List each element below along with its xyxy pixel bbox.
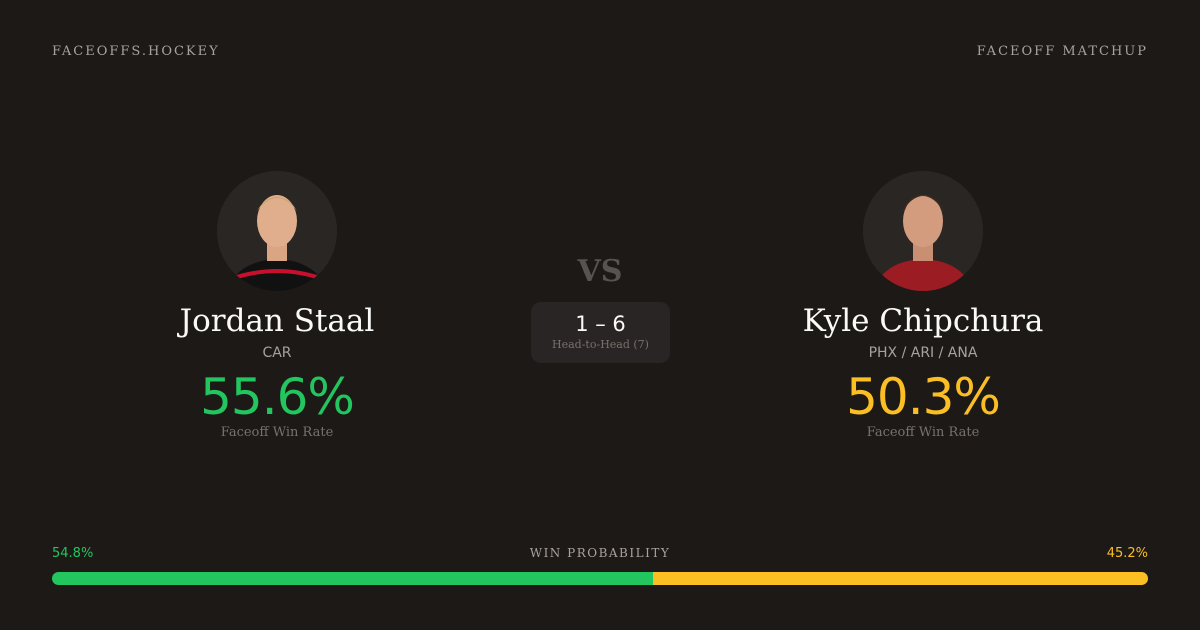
right-win-probability: 45.2% <box>1106 546 1148 561</box>
win-probability-bar <box>52 572 1148 585</box>
right-probability-fill <box>652 572 1148 585</box>
head-to-head-label: Head-to-Head (7) <box>552 338 649 351</box>
page-title: FACEOFF MATCHUP <box>976 44 1148 59</box>
left-player: Jordan Staal CAR 55.6% Faceoff Win Rate <box>77 171 477 440</box>
left-win-probability: 54.8% <box>52 546 94 561</box>
right-win-rate: 50.3% <box>846 368 1001 426</box>
right-player-name: Kyle Chipchura <box>802 303 1044 339</box>
left-player-team: CAR <box>262 345 292 361</box>
right-win-rate-label: Faceoff Win Rate <box>866 425 980 440</box>
left-player-avatar <box>217 171 337 291</box>
brand-logo-text: FACEOFFS.HOCKEY <box>52 44 220 59</box>
right-player: Kyle Chipchura PHX / ARI / ANA 50.3% Fac… <box>723 171 1123 440</box>
left-player-name: Jordan Staal <box>179 303 375 339</box>
head-to-head-card: 1 – 6 Head-to-Head (7) <box>531 302 670 363</box>
left-win-rate: 55.6% <box>200 368 355 426</box>
left-win-rate-label: Faceoff Win Rate <box>220 425 334 440</box>
right-player-team: PHX / ARI / ANA <box>868 345 978 361</box>
win-probability-label: WIN PROBABILITY <box>529 546 671 560</box>
vs-label: VS <box>577 254 623 289</box>
right-player-avatar <box>863 171 983 291</box>
head-to-head-score: 1 – 6 <box>575 312 626 336</box>
left-probability-fill <box>52 572 653 585</box>
